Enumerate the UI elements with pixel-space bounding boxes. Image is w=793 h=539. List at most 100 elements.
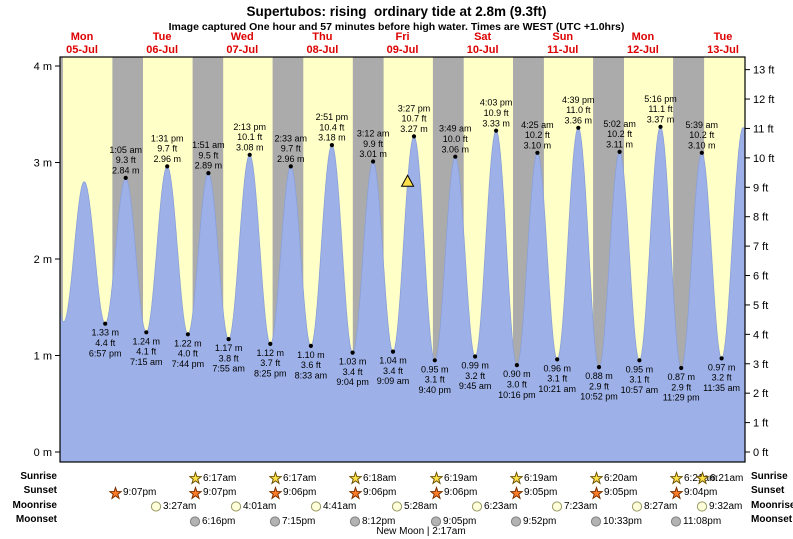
sunset-entry: 9:06pm [430,485,477,500]
left-axis-label: 2 m [34,254,52,266]
tide-extreme-dot [514,363,520,368]
svg-text:9:04 pm: 9:04 pm [336,377,369,387]
right-axis-label: 3 ft [753,359,768,371]
moonrise-time: 7:23am [564,501,598,512]
sunrise-time: 6:19am [444,472,478,484]
moonrise-entry: 8:27am [631,500,677,513]
svg-text:3.1 ft: 3.1 ft [547,374,568,384]
tide-extreme-dot [371,159,376,164]
tide-extreme-dot [679,365,684,371]
moonrise-entry: 6:23am [471,500,517,513]
right-axis-label: 7 ft [753,241,768,253]
svg-text:10:52 pm: 10:52 pm [580,392,618,402]
moonset-entry: 9:05pm [430,515,476,528]
day-label-date: 06-Jul [146,44,178,56]
sunset-entry: 9:06pm [269,485,316,500]
svg-text:5:02 am: 5:02 am [603,119,636,129]
sunset-time: 9:04pm [684,487,718,498]
tide-extreme-dot [411,134,417,139]
moonset-entry: 10:33pm [590,515,642,528]
svg-text:9:09 am: 9:09 am [377,376,410,386]
svg-text:3.18 m: 3.18 m [318,133,346,143]
svg-text:10:57 am: 10:57 am [621,385,659,395]
svg-text:9:45 am: 9:45 am [459,381,492,391]
right-axis-label: 12 ft [753,94,774,106]
tide-extreme-dot [123,175,128,180]
day-label-name: Thu [312,31,332,43]
svg-text:7:15 am: 7:15 am [130,357,163,367]
sunset-entry: 9:07pm [189,485,237,500]
tide-extreme-dot [247,152,252,157]
svg-text:9.7 ft: 9.7 ft [157,144,178,154]
svg-text:3.2 ft: 3.2 ft [465,371,486,381]
sunset-time: 9:07pm [203,487,237,498]
tide-extreme-dot [658,124,663,129]
moonrise-moon-icon [696,501,708,512]
day-label-date: 05-Jul [66,44,98,56]
moonrise-moon-icon [551,501,563,512]
moonset-row-label-right: Moonset [751,514,793,525]
tide-extreme-dot [226,337,231,342]
tide-extreme-dot [308,343,313,348]
svg-text:0.95 m: 0.95 m [421,364,449,374]
sunrise-entry: 6:21am [696,471,743,485]
chart-title: Supertubos: rising ordinary tide at 2.8m… [246,4,547,19]
svg-text:1:31 pm: 1:31 pm [151,133,184,143]
day-label-name: Sun [552,31,573,43]
moonrise-entry: 3:27am [150,500,196,513]
day-label-date: 13-Jul [707,44,739,56]
tide-extreme-dot [494,128,499,133]
svg-text:1.04 m: 1.04 m [379,356,407,366]
chart-subtitle: Image captured One hour and 57 minutes b… [168,21,625,33]
moonset-moon-icon [510,515,522,527]
svg-text:3.11 m: 3.11 m [606,140,633,150]
day-label-name: Fri [395,31,409,43]
svg-text:2.96 m: 2.96 m [153,154,181,164]
svg-text:8:25 pm: 8:25 pm [254,369,287,379]
right-axis-label: 11 ft [753,123,774,135]
right-axis-label: 5 ft [753,300,768,312]
tide-annotation: 1:31 pm9.7 ft2.96 m [151,133,184,164]
moonset-time: 7:15pm [282,515,316,527]
moonset-moon-icon [590,515,602,527]
sunset-entry: 9:07pm [109,485,156,500]
sunset-star-icon [189,485,202,500]
svg-text:3.4 ft: 3.4 ft [343,367,364,377]
moonset-moon-icon [670,515,682,527]
sunrise-star-icon [430,471,443,485]
current-tide-marker-icon [400,174,415,187]
svg-text:3.27 m: 3.27 m [400,124,428,134]
moonrise-entry: 5:28am [391,500,437,513]
svg-text:8:33 am: 8:33 am [295,371,328,381]
tide-extreme-dot [453,154,458,159]
moonrise-time: 5:28am [404,501,438,512]
svg-text:9:40 pm: 9:40 pm [419,385,452,395]
svg-text:0.95 m: 0.95 m [626,364,654,374]
tide-annotation: 1.03 m3.4 ft9:04 pm [336,357,369,388]
right-axis-label: 0 ft [753,447,768,459]
moonrise-row-label-left: Moonrise [12,500,57,511]
sunset-star-icon [349,485,362,500]
day-label-date: 10-Jul [467,44,499,56]
moonrise-entry: 7:23am [551,500,597,513]
sunset-row-label-left: Sunset [23,485,57,496]
svg-text:2.84 m: 2.84 m [112,166,140,176]
tide-extreme-dot [103,321,108,326]
svg-text:3:49 am: 3:49 am [439,124,472,134]
sunset-star-icon [269,485,282,500]
svg-text:2:13 pm: 2:13 pm [233,122,266,132]
sunset-entry: 9:04pm [670,485,718,500]
tide-annotation: 1.12 m3.7 ft8:25 pm [254,348,287,379]
moonset-entry: 11:08pm [670,515,721,528]
svg-text:2.89 m: 2.89 m [195,161,223,171]
svg-text:3.2 ft: 3.2 ft [712,373,733,383]
right-axis-label: 4 ft [753,329,768,341]
moonrise-moon-icon [631,501,643,512]
svg-text:2:51 pm: 2:51 pm [316,112,349,122]
